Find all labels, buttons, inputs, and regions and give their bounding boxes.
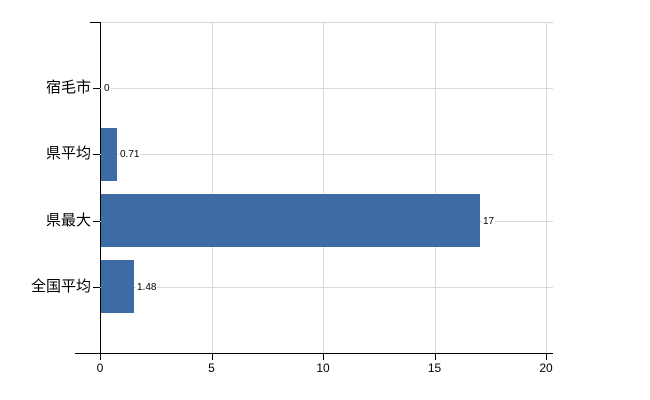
- gridline-horizontal: [100, 287, 553, 288]
- y-axis-top-tick: [90, 22, 100, 23]
- x-axis-tick-label: 5: [208, 361, 215, 375]
- bar: [101, 194, 480, 247]
- x-axis-tick: [546, 354, 547, 360]
- x-axis-line: [75, 353, 553, 354]
- category-label: 全国平均: [30, 278, 91, 295]
- bar: [101, 260, 134, 313]
- gridline-vertical: [211, 22, 213, 353]
- y-axis-line: [100, 22, 101, 353]
- y-axis-tick: [93, 88, 100, 89]
- x-axis-tick: [211, 354, 213, 360]
- y-axis-tick: [93, 287, 100, 288]
- plot-top-border: [100, 22, 553, 23]
- y-axis-tick: [93, 154, 100, 155]
- gridline-vertical: [546, 22, 547, 353]
- value-label: 1.48: [136, 281, 158, 294]
- value-label: 17: [482, 215, 496, 228]
- x-axis-tick: [100, 354, 101, 360]
- x-axis-tick: [323, 354, 324, 360]
- gridline-vertical: [323, 22, 324, 353]
- x-axis-tick-label: 20: [539, 361, 553, 375]
- x-axis-tick-label: 10: [316, 361, 330, 375]
- gridline-horizontal: [100, 88, 553, 89]
- gridline-vertical: [434, 22, 436, 353]
- gridline-horizontal: [100, 154, 553, 155]
- category-label: 宿毛市: [45, 79, 91, 96]
- x-axis-tick-label: 0: [96, 361, 104, 375]
- y-axis-tick: [93, 221, 100, 222]
- x-axis-tick-label: 15: [427, 361, 442, 375]
- x-axis-tick: [434, 354, 436, 360]
- category-label: 県平均: [45, 145, 91, 162]
- bar: [101, 128, 117, 181]
- category-label: 県最大: [45, 212, 91, 229]
- value-label: 0: [103, 82, 111, 95]
- value-label: 0.71: [119, 148, 141, 161]
